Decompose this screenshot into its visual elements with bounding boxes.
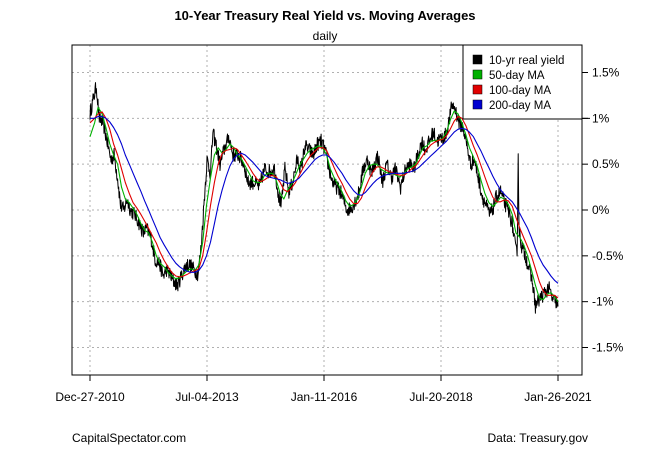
legend-swatch	[472, 69, 483, 80]
legend-swatch	[472, 99, 483, 110]
x-tick-label: Jan-11-2016	[291, 390, 358, 404]
x-tick-label: Dec-27-2010	[55, 390, 125, 404]
series-line-10-yr-real-yield	[89, 82, 559, 314]
x-axis: Dec-27-2010 Jul-04-2013 Jan-11-2016 Jul-20-…	[55, 375, 592, 404]
series-line-200-day-ma	[90, 115, 559, 284]
y-tick-label: 1.5%	[592, 66, 620, 80]
legend-label: 200-day MA	[489, 100, 551, 112]
y-tick-label: -1%	[592, 295, 614, 309]
y-tick-label: -1.5%	[592, 341, 624, 355]
legend-swatch	[472, 84, 483, 95]
chart-subtitle: daily	[312, 29, 338, 43]
y-tick-label: 0%	[592, 203, 610, 217]
y-tick-label: -0.5%	[592, 249, 624, 263]
legend-label: 100-day MA	[489, 85, 551, 97]
y-tick-label: 0.5%	[592, 157, 620, 171]
legend-swatch	[472, 54, 483, 65]
legend-label: 50-day MA	[489, 70, 545, 82]
footer-source-site: CapitalSpectator.com	[72, 431, 187, 445]
series-layer	[89, 82, 559, 314]
x-tick-label: Jul-20-2018	[409, 390, 473, 404]
footer-data-source: Data: Treasury.gov	[487, 431, 589, 445]
chart-title: 10-Year Treasury Real Yield vs. Moving A…	[174, 8, 476, 23]
legend: 10-yr real yield 50-day MA 100-day MA 200-d…	[462, 44, 583, 120]
x-tick-label: Jan-26-2021	[524, 390, 592, 404]
y-tick-label: 1%	[592, 111, 610, 125]
x-tick-label: Jul-04-2013	[175, 390, 239, 404]
series-line-50-day-ma	[89, 106, 559, 303]
legend-box	[462, 44, 583, 120]
legend-label: 10-yr real yield	[489, 55, 564, 67]
series-line-100-day-ma	[89, 111, 559, 299]
y-axis: 1.5% 1% 0.5% 0% -0.5% -1% -1.5%	[582, 66, 624, 355]
